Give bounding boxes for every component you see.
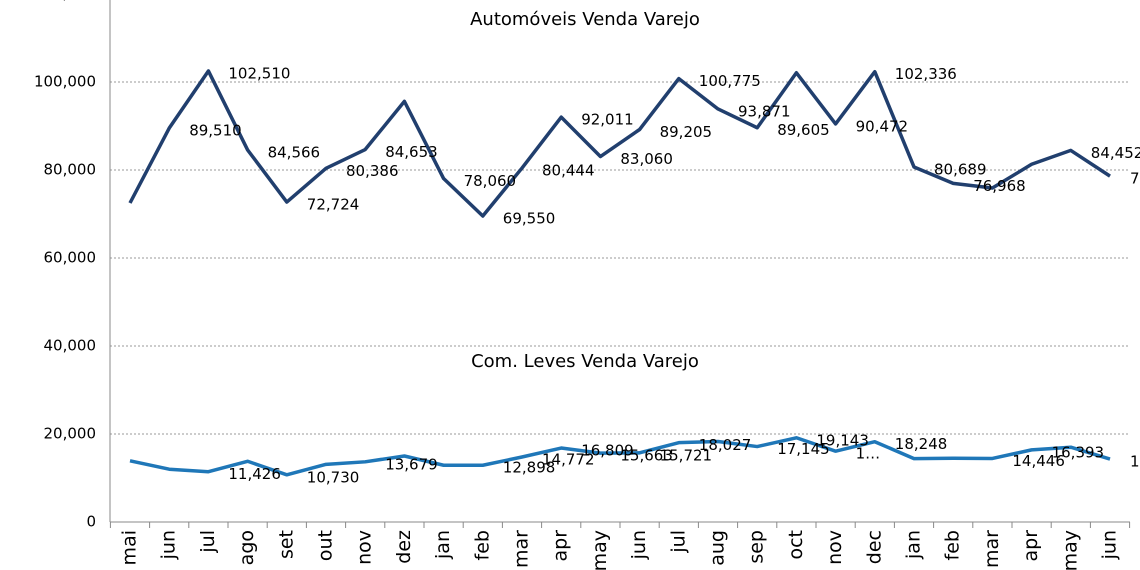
data-label: 16,809 — [581, 442, 634, 460]
data-label: 69,550 — [503, 209, 556, 227]
data-label: 1… — [856, 445, 881, 463]
x-tick-label: mar — [981, 530, 1003, 568]
series-title: Automóveis Venda Varejo — [470, 9, 700, 30]
x-tick-label: dec — [863, 530, 885, 564]
data-label: 18,027 — [699, 436, 752, 454]
y-tick-label: 100,000 — [34, 73, 96, 91]
data-label: 83,060 — [620, 150, 673, 168]
data-label: 19,143 — [816, 431, 869, 449]
x-tick-label: jan — [903, 530, 925, 560]
data-label: 80,386 — [346, 162, 399, 180]
data-label: 12,898 — [503, 459, 556, 477]
y-tick-label: 40,000 — [44, 337, 97, 355]
data-label: 17,145 — [777, 440, 830, 458]
x-tick-label: jan — [432, 530, 454, 560]
data-label: 14,772 — [542, 451, 595, 469]
x-tick-label: sep — [746, 530, 768, 564]
data-label: 10,730 — [307, 468, 360, 486]
x-tick-label: out — [315, 530, 337, 561]
data-label: 89,605 — [777, 121, 830, 139]
data-label: 89,510 — [189, 122, 242, 140]
x-tick-label: nov — [354, 530, 376, 565]
x-tick-label: jul — [197, 530, 219, 554]
x-tick-label: jun — [628, 530, 650, 560]
data-label: 93,871 — [738, 102, 791, 120]
data-label: 14,297 — [1130, 453, 1140, 471]
data-label: 102,510 — [228, 64, 290, 82]
series-title: Com. Leves Venda Varejo — [471, 351, 699, 372]
data-label: 89,205 — [660, 123, 713, 141]
data-label: 15,721 — [660, 446, 713, 464]
data-label: 84,566 — [268, 143, 321, 161]
data-label: 76,968 — [973, 177, 1025, 195]
x-tick-label: mar — [511, 530, 533, 568]
data-label: 78,060 — [464, 172, 516, 190]
data-label: 18,248 — [895, 435, 948, 453]
series-line — [128, 69, 1111, 218]
x-tick-label: jun — [1099, 530, 1121, 560]
data-label: 92,011 — [581, 111, 634, 129]
x-tick-label: nov — [824, 530, 846, 565]
x-tick-label: feb — [942, 530, 964, 560]
data-label: 80,689 — [934, 160, 987, 178]
data-label: 80,444 — [542, 162, 595, 180]
data-label: 14,446 — [1012, 452, 1065, 470]
x-tick-label: dez — [393, 530, 415, 564]
x-tick-label: jun — [158, 530, 180, 560]
x-tick-label: aug — [707, 530, 729, 566]
data-label: 16,393 — [1052, 443, 1105, 461]
x-tick-label: may — [1059, 530, 1081, 570]
y-tick-label: 60,000 — [44, 249, 97, 267]
x-tick-label: feb — [471, 530, 493, 560]
x-tick-label: jul — [667, 530, 689, 554]
x-tick-label: oct — [785, 530, 807, 560]
y-tick-label: 120,000 — [34, 0, 96, 3]
data-label: 72,724 — [307, 196, 360, 214]
x-tick-label: mai — [119, 530, 141, 565]
y-tick-label: 0 — [86, 513, 96, 531]
x-tick-label: ago — [236, 530, 258, 565]
x-tick-label: set — [275, 530, 297, 559]
x-tick-label: apr — [1020, 530, 1042, 562]
data-label: 15,663 — [620, 447, 673, 465]
data-label: 78,609 — [1130, 170, 1140, 188]
y-tick-label: 80,000 — [44, 161, 97, 179]
data-label: 100,775 — [699, 72, 761, 90]
data-label: 90,472 — [856, 117, 909, 135]
y-tick-label: 20,000 — [44, 425, 97, 443]
data-label: 11,426 — [228, 465, 281, 483]
data-label: 102,336 — [895, 65, 957, 83]
data-label: 84,452 — [1091, 144, 1140, 162]
series-line — [129, 436, 1111, 477]
data-label: 84,653 — [385, 143, 438, 161]
x-tick-label: may — [589, 530, 611, 570]
data-label: 13,679 — [385, 455, 438, 473]
x-tick-label: apr — [550, 530, 572, 562]
